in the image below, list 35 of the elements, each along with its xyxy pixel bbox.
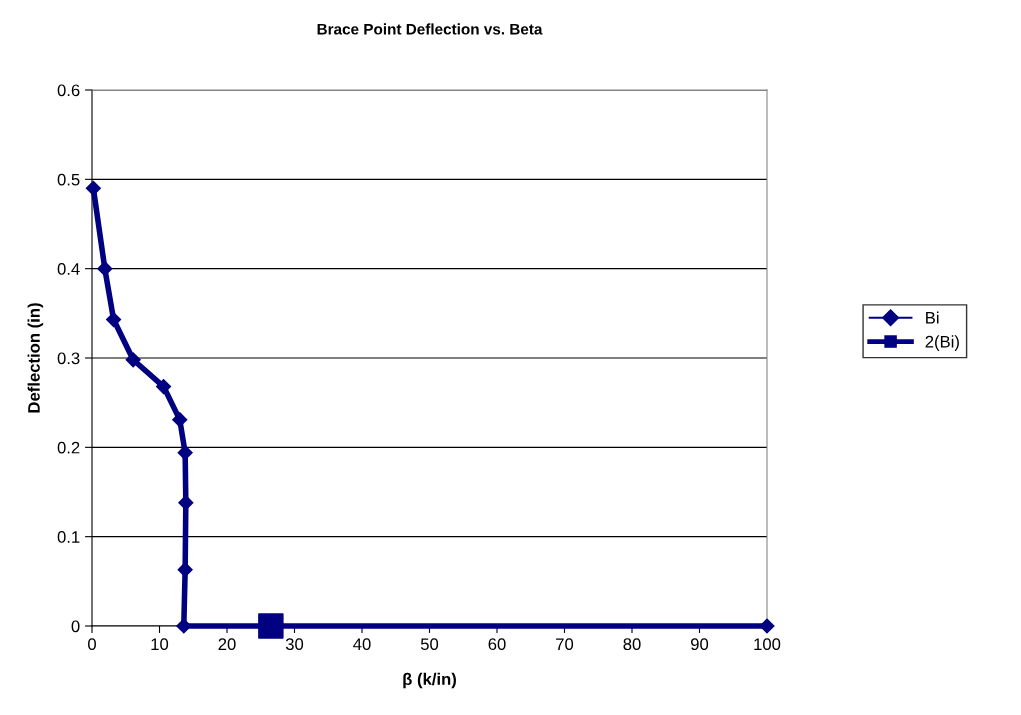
point bbox=[258, 613, 284, 639]
point bbox=[106, 312, 122, 328]
point bbox=[97, 261, 113, 277]
x-tick-label: 90 bbox=[691, 638, 709, 651]
y-tick-label: 0.6 bbox=[57, 84, 80, 97]
x-tick-label: 100 bbox=[754, 638, 781, 651]
x-tick-label: 60 bbox=[488, 638, 506, 651]
x-tick-label: 40 bbox=[353, 638, 371, 651]
y-tick-label: 0.5 bbox=[57, 173, 80, 186]
chart-title: Brace Point Deflection vs. Beta bbox=[317, 23, 543, 35]
y-tick-label: 0.3 bbox=[57, 352, 80, 365]
point bbox=[177, 445, 193, 461]
point bbox=[177, 562, 193, 578]
point bbox=[155, 379, 172, 395]
x-tick-label: 50 bbox=[420, 638, 439, 651]
y-tick-label: 0.1 bbox=[57, 531, 80, 543]
legend-label: 2(Bi) bbox=[925, 335, 959, 351]
point bbox=[176, 618, 192, 634]
y-tick-label: 0.2 bbox=[57, 441, 80, 454]
y-tick-label: 0.4 bbox=[57, 263, 80, 275]
x-tick-label: 20 bbox=[218, 638, 236, 651]
point bbox=[125, 352, 141, 368]
x-tick-label: 0 bbox=[88, 638, 96, 651]
legend-label: Bi bbox=[926, 311, 939, 324]
point bbox=[172, 412, 188, 428]
x-axis-title: β (k/in) bbox=[403, 672, 456, 689]
y-tick-label: 0 bbox=[71, 620, 80, 633]
x-tick-label: 10 bbox=[151, 638, 169, 651]
x-tick-label: 30 bbox=[285, 638, 304, 651]
point bbox=[759, 618, 775, 634]
x-tick-label: 80 bbox=[623, 638, 641, 651]
point bbox=[85, 180, 101, 196]
x-tick-label: 70 bbox=[556, 638, 574, 651]
y-axis-title: Deflection (in) bbox=[27, 303, 44, 413]
point bbox=[178, 495, 194, 511]
